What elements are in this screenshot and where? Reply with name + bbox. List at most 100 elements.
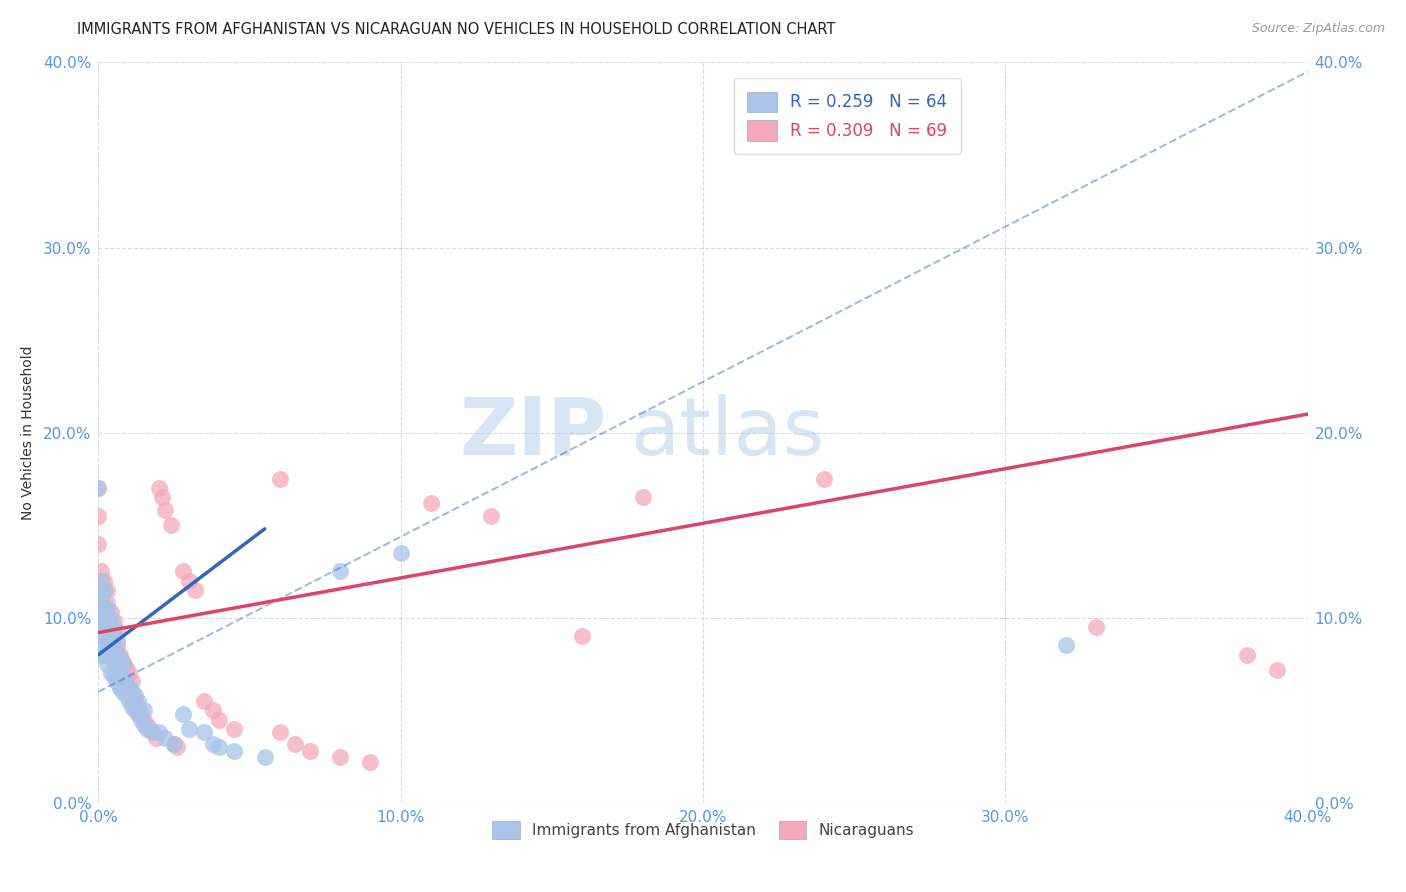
Point xyxy=(93,574,115,588)
Point xyxy=(90,574,112,588)
Point xyxy=(127,706,149,721)
Point xyxy=(111,670,134,684)
Point xyxy=(284,737,307,751)
Point xyxy=(105,675,128,690)
Point xyxy=(100,629,122,643)
Point xyxy=(224,722,246,736)
Point xyxy=(253,749,276,764)
Text: Source: ZipAtlas.com: Source: ZipAtlas.com xyxy=(1251,22,1385,36)
Point xyxy=(132,703,155,717)
Point xyxy=(163,737,186,751)
Point xyxy=(108,666,131,681)
Point xyxy=(193,725,215,739)
Point xyxy=(90,610,112,624)
Text: ZIP: ZIP xyxy=(458,393,606,472)
Point xyxy=(93,629,115,643)
Point xyxy=(145,731,167,745)
Point xyxy=(108,663,131,677)
Point xyxy=(93,582,115,597)
Point xyxy=(118,681,141,695)
Point xyxy=(105,624,128,638)
Point xyxy=(124,703,146,717)
Point xyxy=(360,755,382,769)
Point xyxy=(153,503,176,517)
Point xyxy=(96,596,118,610)
Point xyxy=(87,536,110,550)
Point xyxy=(127,699,149,714)
Point xyxy=(160,518,183,533)
Point xyxy=(96,657,118,671)
Point xyxy=(105,632,128,647)
Point xyxy=(172,565,194,579)
Point xyxy=(114,675,136,690)
Point xyxy=(114,675,136,690)
Point xyxy=(87,648,110,662)
Point xyxy=(148,481,170,495)
Point xyxy=(179,574,201,588)
Point xyxy=(93,620,115,634)
Point xyxy=(1267,663,1289,677)
Point xyxy=(179,722,201,736)
Point xyxy=(93,648,115,662)
Point xyxy=(132,713,155,727)
Point xyxy=(121,699,143,714)
Point xyxy=(90,592,112,607)
Point xyxy=(150,491,173,505)
Point xyxy=(813,472,835,486)
Point xyxy=(96,629,118,643)
Point xyxy=(148,725,170,739)
Point xyxy=(111,685,134,699)
Point xyxy=(481,508,503,523)
Point xyxy=(90,592,112,607)
Point xyxy=(111,655,134,669)
Point xyxy=(153,731,176,745)
Point xyxy=(96,610,118,624)
Point xyxy=(105,648,128,662)
Point xyxy=(129,713,152,727)
Point xyxy=(135,722,157,736)
Text: atlas: atlas xyxy=(630,393,825,472)
Point xyxy=(105,657,128,671)
Point xyxy=(96,639,118,653)
Text: IMMIGRANTS FROM AFGHANISTAN VS NICARAGUAN NO VEHICLES IN HOUSEHOLD CORRELATION C: IMMIGRANTS FROM AFGHANISTAN VS NICARAGUA… xyxy=(77,22,835,37)
Point xyxy=(103,629,125,643)
Point xyxy=(103,615,125,629)
Point xyxy=(118,694,141,708)
Point xyxy=(108,681,131,695)
Point xyxy=(103,644,125,658)
Point xyxy=(184,582,207,597)
Point xyxy=(103,657,125,671)
Point xyxy=(269,472,291,486)
Point xyxy=(90,565,112,579)
Point xyxy=(121,685,143,699)
Point xyxy=(87,508,110,523)
Point xyxy=(108,648,131,662)
Point xyxy=(224,744,246,758)
Point xyxy=(100,666,122,681)
Point xyxy=(100,605,122,619)
Point xyxy=(124,694,146,708)
Point xyxy=(571,629,593,643)
Point xyxy=(129,706,152,721)
Point xyxy=(87,481,110,495)
Point xyxy=(100,610,122,624)
Y-axis label: No Vehicles in Household: No Vehicles in Household xyxy=(21,345,35,520)
Point xyxy=(105,639,128,653)
Point xyxy=(389,546,412,560)
Point xyxy=(103,620,125,634)
Point xyxy=(103,629,125,643)
Legend: Immigrants from Afghanistan, Nicaraguans: Immigrants from Afghanistan, Nicaraguans xyxy=(485,814,921,847)
Point xyxy=(1085,620,1108,634)
Point xyxy=(90,639,112,653)
Point xyxy=(118,681,141,695)
Point xyxy=(118,666,141,681)
Point xyxy=(93,582,115,597)
Point xyxy=(202,737,225,751)
Point xyxy=(93,620,115,634)
Point xyxy=(132,718,155,732)
Point xyxy=(96,620,118,634)
Point xyxy=(202,703,225,717)
Point xyxy=(90,610,112,624)
Point xyxy=(100,648,122,662)
Point xyxy=(96,582,118,597)
